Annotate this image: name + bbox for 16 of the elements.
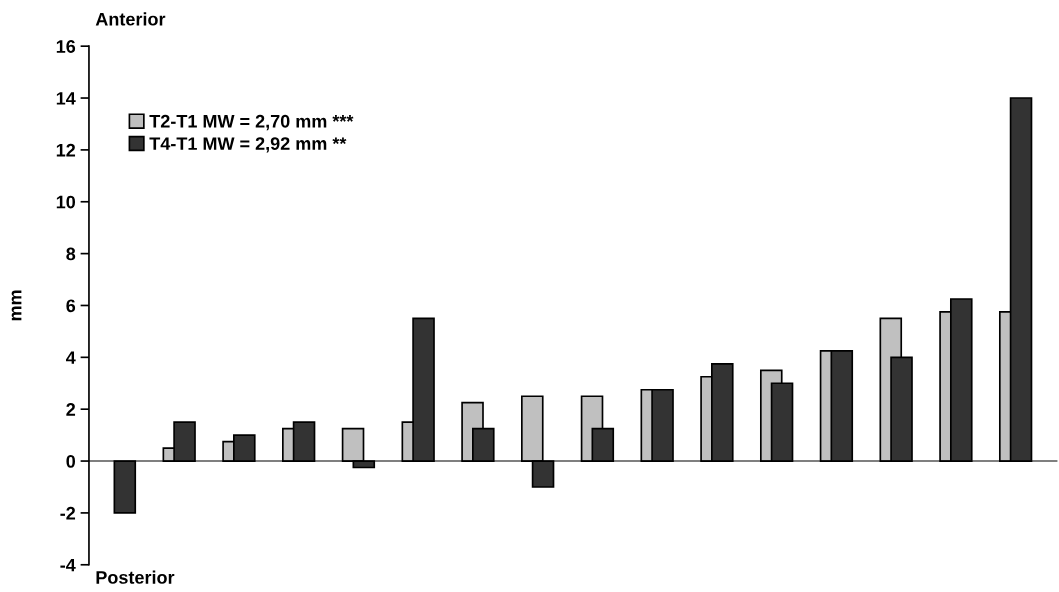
y-tick-label: 0 <box>66 454 76 468</box>
text: Posterior <box>96 570 175 584</box>
y-tick-label: 16 <box>56 40 76 53</box>
text: Anterior <box>95 12 166 26</box>
y-axis-title: mm <box>11 290 22 321</box>
y-tick-label: -2 <box>60 506 76 520</box>
y-tick-label: 2 <box>66 403 76 416</box>
y-tick-label: 14 <box>56 92 76 105</box>
legend-label: T4-T1 MW = 2,92 mm ** <box>149 137 347 153</box>
y-tick-label: 8 <box>66 247 76 261</box>
legend-label: T2-T1 MW = 2,70 mm *** <box>149 114 354 131</box>
y-tick-label: 6 <box>66 299 76 313</box>
y-tick-label: 10 <box>56 195 76 209</box>
y-tick-label: 4 <box>65 351 76 364</box>
y-tick-label: -4 <box>60 558 76 572</box>
y-tick-label: 12 <box>56 143 76 157</box>
